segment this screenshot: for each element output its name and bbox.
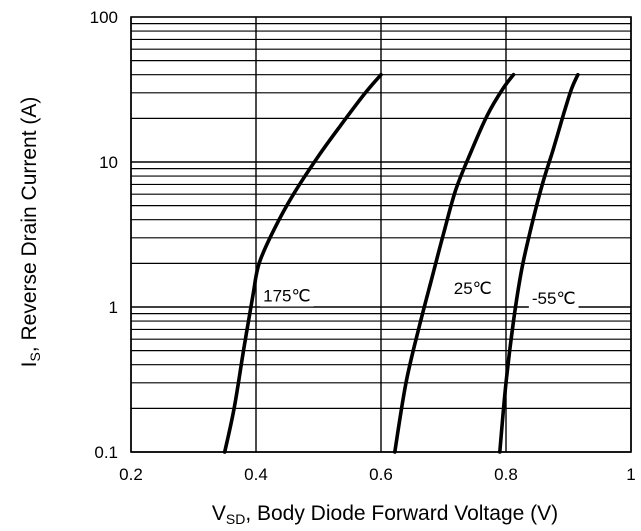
tick-labels: 0.2 0.4 0.6 0.8 1 0.1 1 10 100 [90, 8, 636, 484]
y-axis-title: IS, Reverse Drain Current (A) [18, 97, 43, 368]
series-line [393, 72, 516, 454]
x-tick-label: 0.6 [369, 465, 393, 484]
y-tick-label: 10 [99, 153, 118, 172]
y-tick-label: 100 [90, 8, 118, 27]
plot-frame [130, 16, 632, 453]
x-tick-label: 1 [626, 465, 635, 484]
series-line [222, 72, 383, 454]
x-tick-label: 0.2 [119, 465, 143, 484]
curve-label-background [260, 285, 314, 307]
series-group [222, 72, 580, 454]
series-line [498, 72, 580, 454]
curve-label-background [528, 288, 579, 310]
curve-labels: 175℃ 25℃ -55℃ [260, 278, 579, 310]
y-tick-label: 1 [109, 298, 118, 317]
curve-label-background [450, 278, 495, 300]
x-tick-label: 0.8 [494, 465, 518, 484]
curve-label: -55℃ [532, 289, 576, 308]
x-axis-title: VSD, Body Diode Forward Voltage (V) [212, 502, 558, 527]
y-tick-label: 0.1 [94, 443, 118, 462]
curve-label: 25℃ [454, 279, 492, 298]
x-tick-label: 0.4 [244, 465, 268, 484]
curve-label: 175℃ [263, 287, 310, 306]
